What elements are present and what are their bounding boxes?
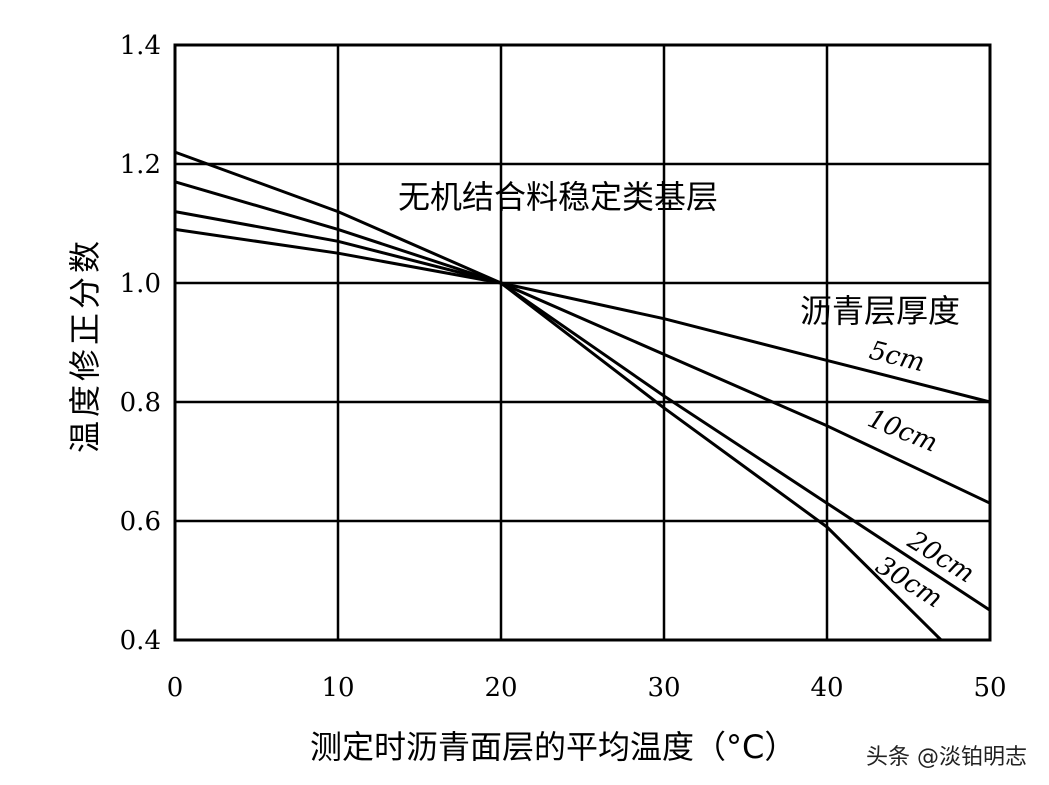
y-tick-label-2: 1.0 [120, 269, 161, 299]
series-line-20cm [174, 180, 991, 612]
series-line-5cm [174, 227, 991, 404]
x-tick-label-5: 50 [973, 673, 1006, 703]
x-tick-labels: 0 10 20 30 40 50 [167, 673, 1007, 703]
x-tick-label-1: 10 [321, 673, 354, 703]
x-tick-label-2: 20 [484, 673, 517, 703]
series-line-10cm [174, 210, 991, 505]
y-tick-label-5: 0.4 [120, 626, 161, 656]
watermark: 头条 @淡铂明志 [866, 745, 1027, 770]
series-line-30cm [174, 150, 943, 642]
y-axis-label: 温度修正分数 [66, 237, 104, 453]
legend-title: 沥青层厚度 [800, 292, 960, 330]
y-tick-label-3: 0.8 [120, 388, 161, 418]
grid [173, 43, 992, 642]
x-axis-label: 测定时沥青面层的平均温度（°C） [310, 728, 796, 766]
y-tick-label-4: 0.6 [120, 507, 161, 537]
y-tick-label-0: 1.4 [120, 31, 161, 61]
x-tick-label-4: 40 [810, 673, 843, 703]
series-label-10cm: 10cm [863, 404, 941, 459]
series-lines [174, 150, 991, 642]
annotation-main: 无机结合料稳定类基层 [398, 178, 718, 216]
y-tick-label-1: 1.2 [120, 150, 161, 180]
x-tick-label-3: 30 [647, 673, 680, 703]
x-tick-label-0: 0 [167, 673, 184, 703]
plot-frame [173, 43, 992, 642]
y-tick-labels: 1.4 1.2 1.0 0.8 0.6 0.4 [120, 31, 161, 656]
